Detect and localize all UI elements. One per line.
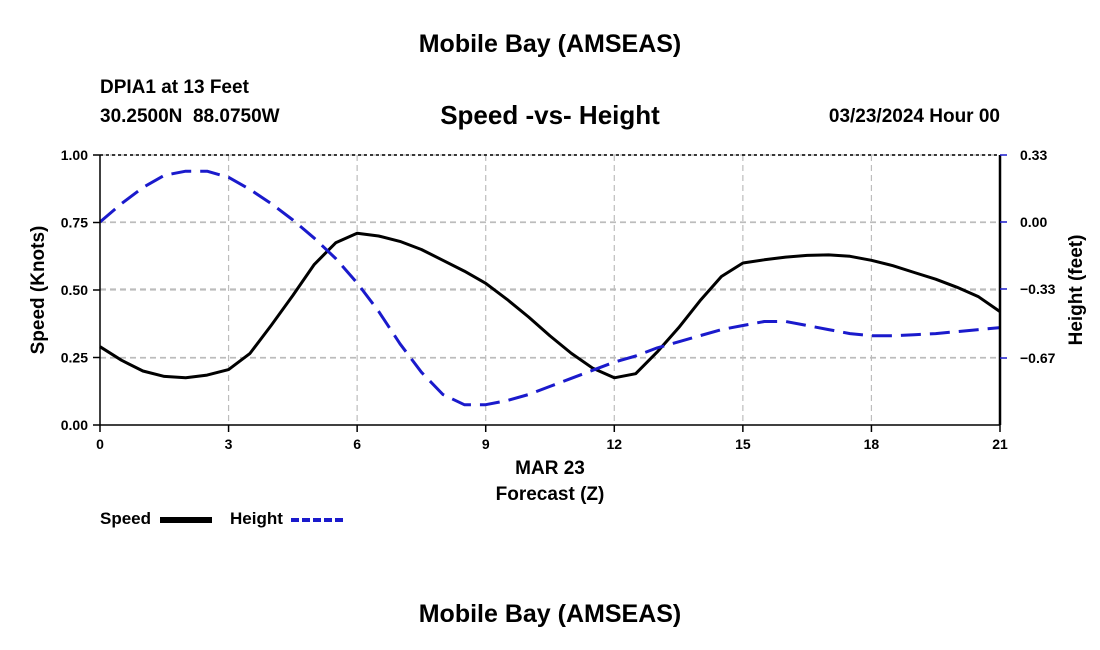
axes <box>93 154 1007 432</box>
x-axis-title: Forecast (Z) <box>496 484 605 505</box>
y-left-tick-label: 1.00 <box>61 147 88 163</box>
y-right-tick-label: 0.00 <box>1020 214 1047 230</box>
station-coordinates: 30.2500N 88.0750W <box>100 106 280 127</box>
legend-height-swatch <box>291 518 343 522</box>
y-right-tick-label: −0.33 <box>1020 281 1056 297</box>
y-axis-left-title: Speed (Knots) <box>28 226 49 355</box>
x-tick-label: 6 <box>353 436 361 452</box>
legend-speed-label: Speed <box>100 509 152 528</box>
x-tick-label: 0 <box>96 436 104 452</box>
x-tick-label: 21 <box>992 436 1008 452</box>
grid-lines <box>100 154 1000 425</box>
y-left-tick-label: 0.50 <box>61 282 88 298</box>
legend-height-label: Height <box>230 509 283 528</box>
series-lines <box>99 169 1001 407</box>
x-tick-label: 9 <box>482 436 490 452</box>
x-tick-label: 12 <box>606 436 622 452</box>
station-label: DPIA1 at 13 Feet <box>100 77 249 98</box>
legend-speed-swatch <box>160 517 212 523</box>
height-series-line <box>99 169 1001 407</box>
page-title-bottom: Mobile Bay (AMSEAS) <box>418 600 682 628</box>
y-left-tick-label: 0.00 <box>61 417 88 433</box>
y-right-tick-label: −0.67 <box>1020 350 1056 366</box>
x-tick-label: 18 <box>864 436 880 452</box>
y-left-tick-label: 0.75 <box>61 215 88 231</box>
y-axis-right-title: Height (feet) <box>1066 235 1087 346</box>
y-right-tick-label: 0.33 <box>1020 147 1047 163</box>
page-title-top: Mobile Bay (AMSEAS) <box>418 30 682 58</box>
forecast-datetime: 03/23/2024 Hour 00 <box>828 106 1000 127</box>
x-axis-date-label: MAR 23 <box>515 458 585 479</box>
tick-labels: 0 3 6 9 12 15 18 21 0.00 0.25 0.50 0.75 1.00 0.33 0.00… <box>61 147 1056 452</box>
y-left-tick-label: 0.25 <box>61 350 88 366</box>
speed-series-line <box>99 231 1001 380</box>
chart-subtitle: Speed -vs- Height <box>440 100 660 130</box>
x-tick-label: 3 <box>225 436 233 452</box>
x-tick-label: 15 <box>735 436 751 452</box>
